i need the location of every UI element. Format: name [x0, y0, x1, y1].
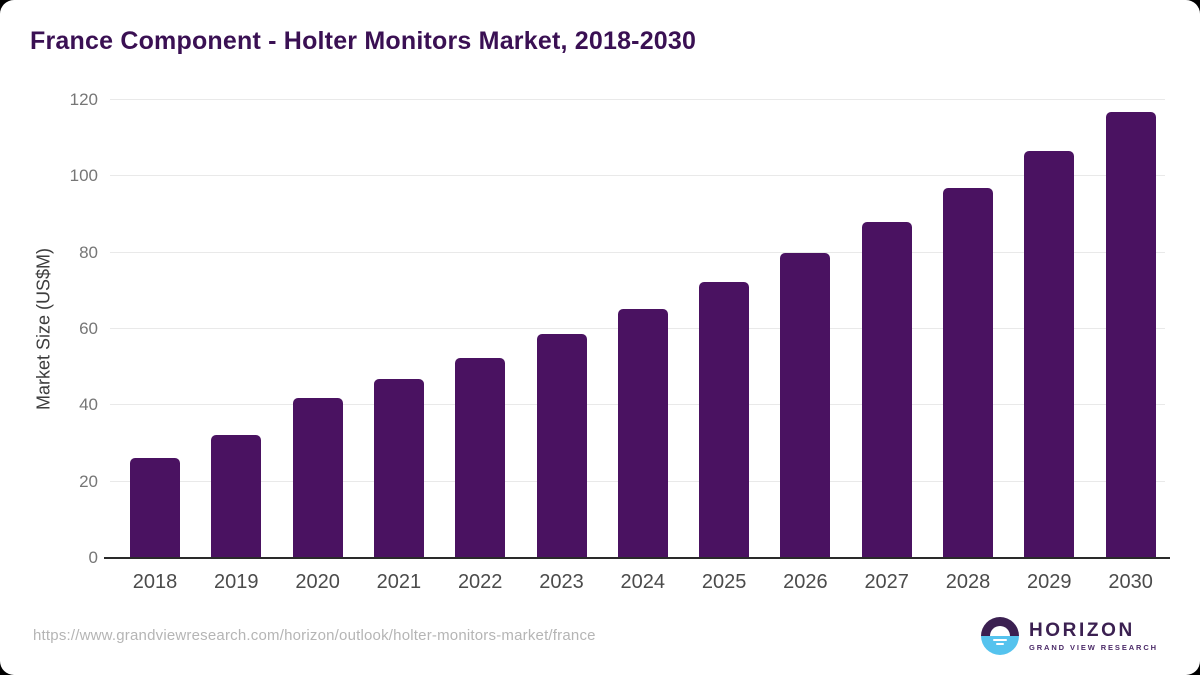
y-tick-label-0: 0: [88, 548, 98, 567]
x-tick-label-2028: 2028: [945, 571, 991, 593]
bar-2029: [1024, 150, 1075, 558]
logo-text: HORIZON GRAND VIEW RESEARCH: [1028, 619, 1158, 652]
y-tick-label-120: 120: [69, 90, 98, 109]
source-url: https://www.grandviewresearch.com/horizo…: [33, 627, 596, 644]
y-tick-label-40: 40: [79, 395, 98, 415]
x-tick-label-2018: 2018: [132, 571, 178, 593]
bar-2023: [536, 333, 587, 558]
x-tick-label-2022: 2022: [457, 571, 503, 593]
chart-title: France Component - Holter Monitors Marke…: [30, 27, 697, 55]
x-tick-label-2020: 2020: [295, 571, 340, 593]
x-axis-line: [104, 557, 1170, 559]
bar-2027: [861, 221, 912, 558]
bar-2022: [455, 357, 506, 558]
bar-2018: [130, 458, 180, 558]
bar-2030: [1105, 111, 1156, 558]
bar-2019: [211, 434, 262, 558]
x-tick-label-2021: 2021: [376, 571, 422, 593]
x-tick-label-2025: 2025: [701, 571, 747, 593]
bar-2025: [699, 282, 750, 558]
x-tick-label-2024: 2024: [620, 571, 666, 593]
plot-area: [110, 99, 1165, 558]
gridline-120: [110, 99, 1165, 100]
bar-2026: [780, 253, 831, 558]
x-tick-label-2027: 2027: [864, 571, 909, 593]
horizon-logo-icon: [980, 617, 1019, 655]
bar-2020: [292, 398, 343, 558]
x-tick-label-2026: 2026: [783, 571, 828, 593]
sun-reflection-line: [992, 639, 1007, 641]
sun-icon: [989, 626, 1010, 636]
bar-2021: [373, 378, 424, 558]
logo-name: HORIZON: [1028, 619, 1135, 641]
x-tick-label-2023: 2023: [539, 571, 584, 593]
y-tick-label-100: 100: [69, 166, 98, 186]
x-tick-label-2029: 2029: [1027, 571, 1072, 593]
bar-2028: [943, 187, 993, 558]
bar-2024: [617, 309, 668, 558]
y-tick-label-80: 80: [79, 242, 98, 262]
y-tick-label-60: 60: [79, 319, 98, 338]
sun-reflection-line: [995, 643, 1004, 645]
logo-subtitle: GRAND VIEW RESEARCH: [1028, 642, 1158, 652]
x-tick-label-2019: 2019: [214, 571, 259, 593]
horizon-logo: HORIZON GRAND VIEW RESEARCH: [980, 617, 1158, 655]
y-tick-label-20: 20: [79, 471, 98, 491]
gridline-100: [110, 175, 1165, 177]
x-tick-label-2030: 2030: [1108, 571, 1153, 593]
gridline-80: [110, 251, 1165, 253]
